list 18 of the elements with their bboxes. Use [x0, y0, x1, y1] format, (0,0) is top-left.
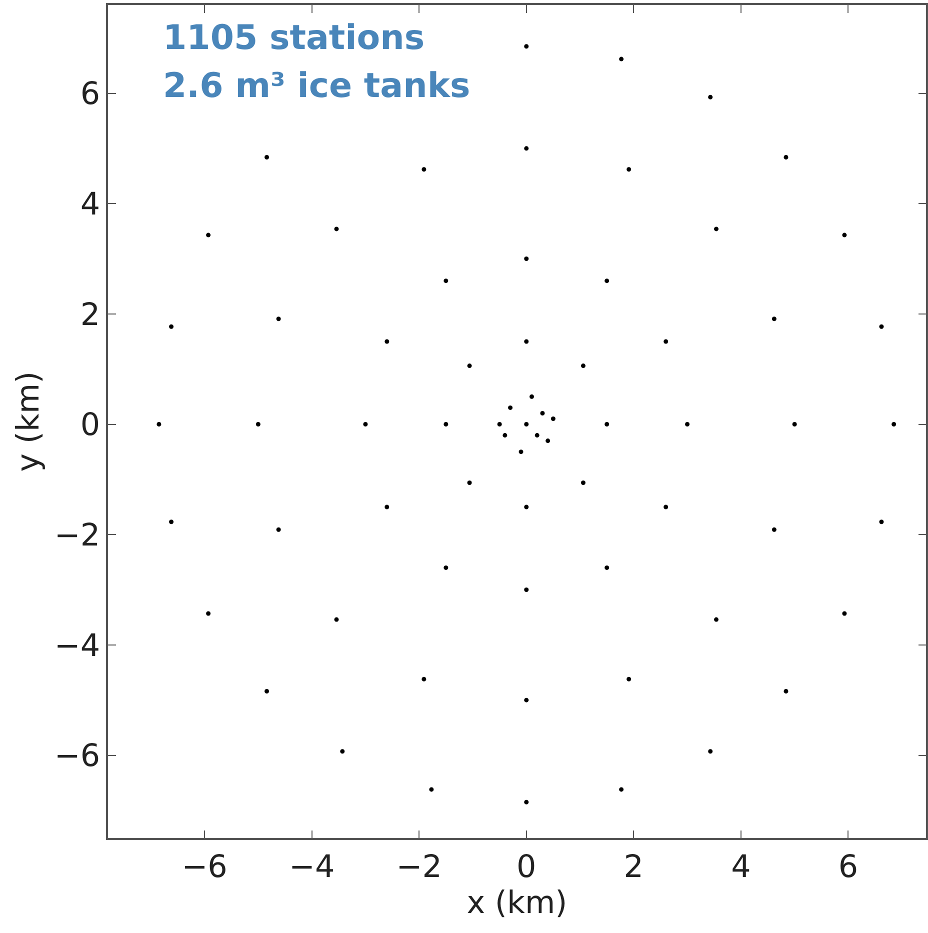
x-tick-label: −4 — [288, 848, 335, 885]
y-tick-label: 0 — [80, 407, 100, 444]
x-tick-label: 4 — [731, 848, 751, 885]
y-tick-label: −6 — [54, 738, 100, 774]
y-tick-label: 4 — [80, 186, 100, 222]
x-tick-label: −2 — [396, 848, 442, 885]
y-tick-label: 2 — [80, 296, 100, 333]
annotation: 2.6 m³ ice tanks — [163, 66, 470, 106]
annotation: 1105 stations — [163, 18, 425, 58]
x-tick-label: 2 — [624, 848, 644, 885]
y-tick-label: 6 — [80, 76, 100, 112]
x-tick-label: 6 — [838, 848, 858, 885]
x-tick-label: 0 — [516, 848, 536, 885]
y-axis-title: y (km) — [10, 371, 46, 472]
y-tick-label: −2 — [54, 517, 100, 554]
x-axis-title: x (km) — [466, 884, 568, 921]
x-tick-label: −6 — [182, 848, 228, 885]
y-tick-label: −4 — [54, 628, 100, 664]
